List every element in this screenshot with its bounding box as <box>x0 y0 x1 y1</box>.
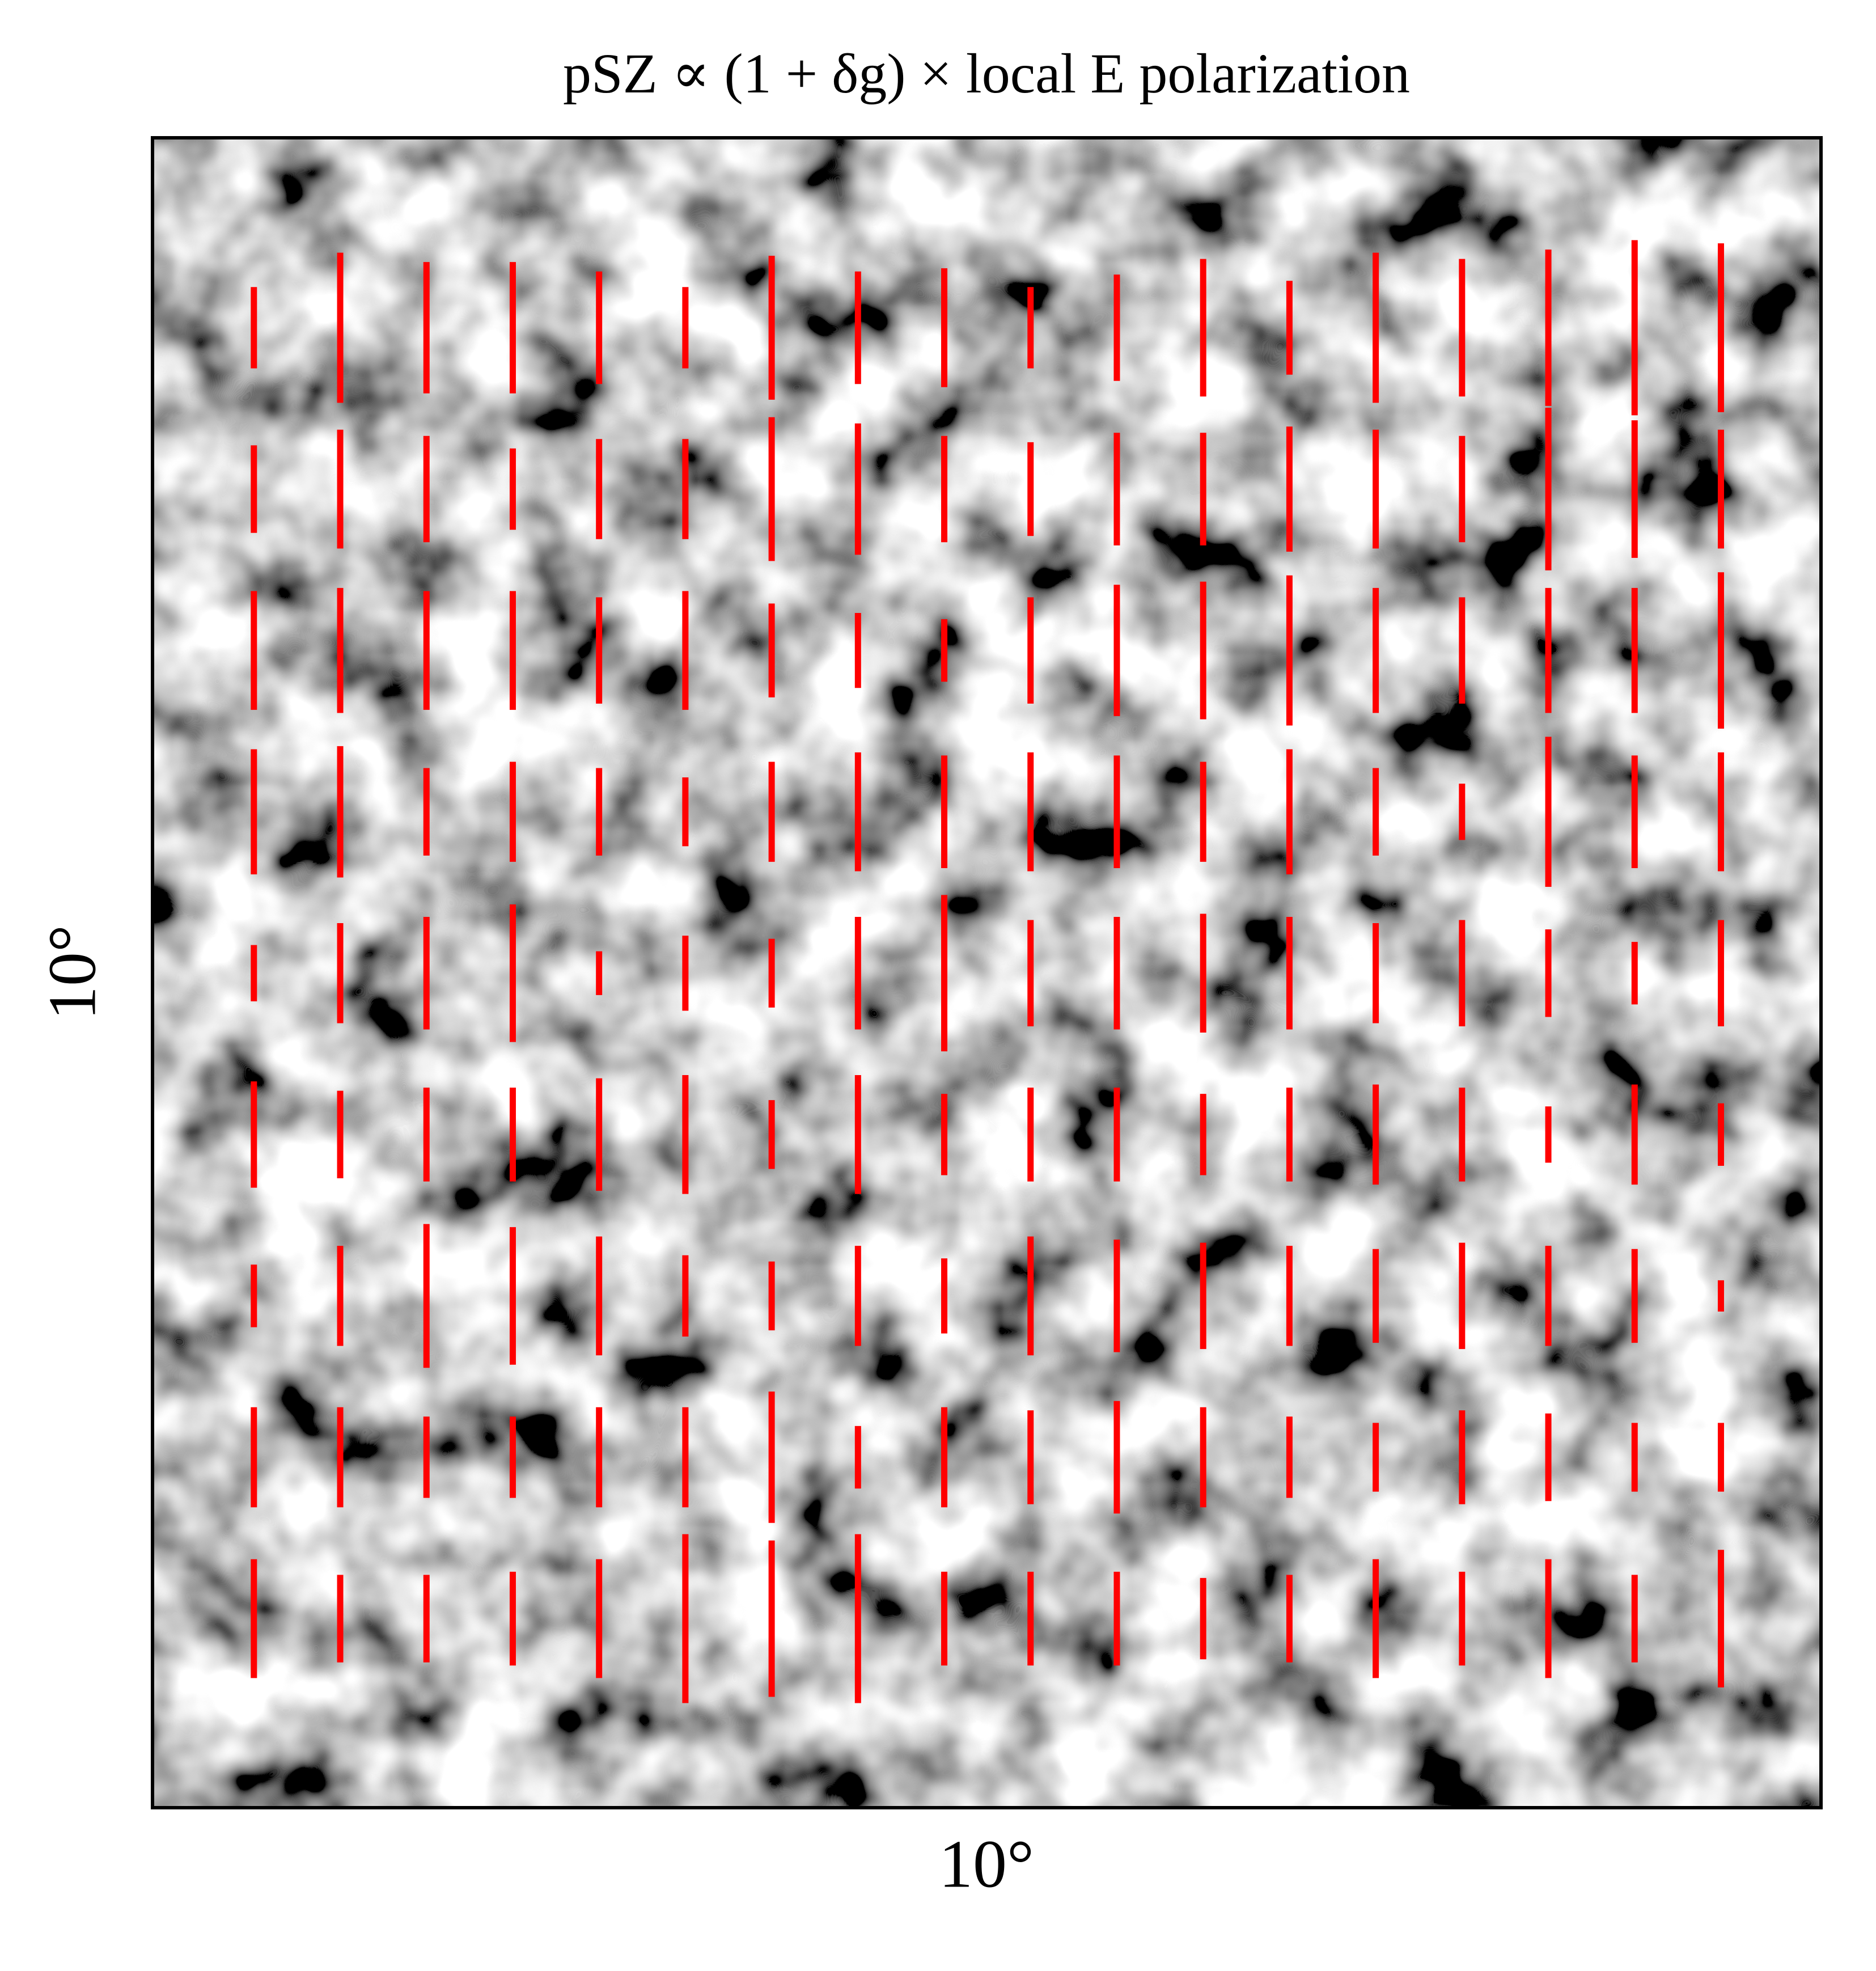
chart-title: pSZ ∝ (1 + δg) × local E polarization <box>563 42 1410 105</box>
vectors <box>251 240 1724 1703</box>
y-axis-label: 10° <box>35 925 110 1020</box>
map-background <box>153 138 1821 1808</box>
x-axis-label: 10° <box>939 1826 1034 1902</box>
plot-frame <box>151 136 1823 1809</box>
